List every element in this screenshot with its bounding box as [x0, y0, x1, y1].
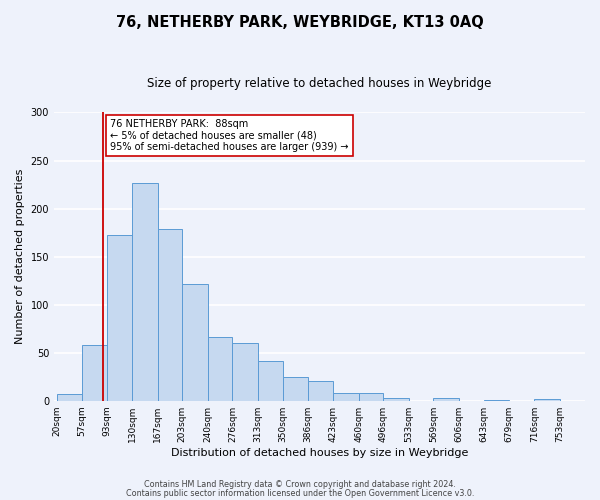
Y-axis label: Number of detached properties: Number of detached properties	[15, 169, 25, 344]
Text: 76, NETHERBY PARK, WEYBRIDGE, KT13 0AQ: 76, NETHERBY PARK, WEYBRIDGE, KT13 0AQ	[116, 15, 484, 30]
X-axis label: Distribution of detached houses by size in Weybridge: Distribution of detached houses by size …	[171, 448, 468, 458]
Bar	[308, 382, 333, 400]
Text: 76 NETHERBY PARK:  88sqm
← 5% of detached houses are smaller (48)
95% of semi-de: 76 NETHERBY PARK: 88sqm ← 5% of detached…	[110, 119, 349, 152]
Title: Size of property relative to detached houses in Weybridge: Size of property relative to detached ho…	[148, 78, 492, 90]
Bar	[383, 398, 409, 400]
Bar	[333, 393, 359, 400]
Bar	[359, 393, 383, 400]
Bar	[182, 284, 208, 401]
Bar	[82, 345, 107, 401]
Text: Contains public sector information licensed under the Open Government Licence v3: Contains public sector information licen…	[126, 489, 474, 498]
Bar	[232, 343, 258, 400]
Bar	[283, 376, 308, 400]
Bar	[132, 182, 158, 400]
Bar	[433, 398, 459, 400]
Bar	[534, 399, 560, 400]
Bar	[258, 362, 283, 401]
Bar	[208, 338, 232, 400]
Text: Contains HM Land Registry data © Crown copyright and database right 2024.: Contains HM Land Registry data © Crown c…	[144, 480, 456, 489]
Bar	[57, 394, 82, 400]
Bar	[158, 228, 182, 400]
Bar	[107, 236, 132, 400]
